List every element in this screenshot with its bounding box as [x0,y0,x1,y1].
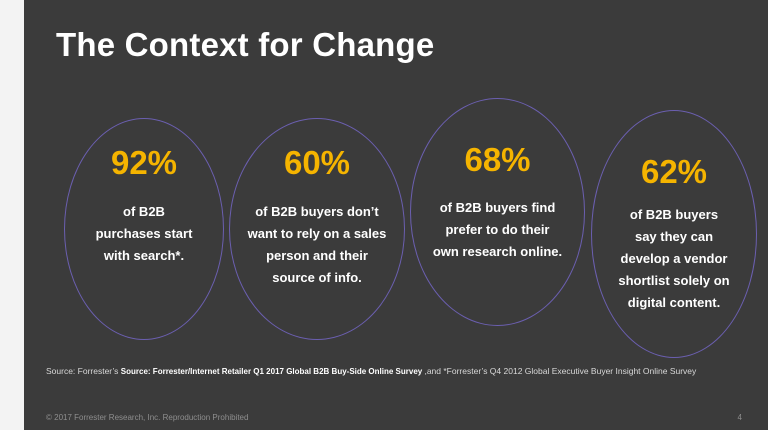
stat-line: of B2B buyers [629,207,719,222]
stat-line: of B2B buyers don’t [255,204,379,219]
stat-percent: 62% [640,153,708,190]
stat-line: own research online. [432,244,563,259]
stat-ellipse-4: 62% of B2B buyers say they can develop a… [591,110,757,358]
stat-description: of B2B buyers say they can develop a ven… [592,204,756,314]
stat-description: of B2B buyers don’t want to rely on a sa… [230,201,404,289]
stat-ellipse-2: 60% of B2B buyers don’t want to rely on … [229,118,405,340]
stat-line: purchases start [95,226,193,241]
stat-percent: 68% [464,141,531,178]
stat-line: source of info. [272,270,362,285]
stat-description: of B2B buyers find prefer to do their ow… [411,197,584,263]
stat-line: digital content. [627,295,721,310]
stat-line: of B2B [123,204,165,219]
stat-percent: 60% [283,144,351,181]
slide: The Context for Change 92% of B2B purcha… [24,0,768,430]
stat-ellipse-1: 92% of B2B purchases start with search*. [64,118,224,340]
stat-line: say they can [634,229,714,244]
stat-percent: 92% [110,144,178,181]
stat-line: develop a vendor [620,251,728,266]
source-bold: Source: Forrester/Internet Retailer Q1 2… [120,367,425,376]
copyright-footer: © 2017 Forrester Research, Inc. Reproduc… [46,413,249,422]
page-number: 4 [737,413,742,422]
stat-line: prefer to do their [445,222,550,237]
stat-description: of B2B purchases start with search*. [65,201,223,267]
slide-title: The Context for Change [56,26,435,63]
source-suffix: ,and *Forrester’s Q4 2012 Global Executi… [424,366,697,376]
source-prefix: Source: Forrester’s [46,366,121,376]
stat-line: want to rely on a sales [247,226,387,241]
stat-line: person and their [266,248,368,263]
stat-line: with search*. [103,248,185,263]
stat-line: shortlist solely on [618,273,730,288]
stat-line: of B2B buyers find [439,200,556,215]
stat-ellipse-3: 68% of B2B buyers find prefer to do thei… [410,98,585,326]
source-note: Source: Forrester’s Source: Forrester/In… [46,366,696,376]
